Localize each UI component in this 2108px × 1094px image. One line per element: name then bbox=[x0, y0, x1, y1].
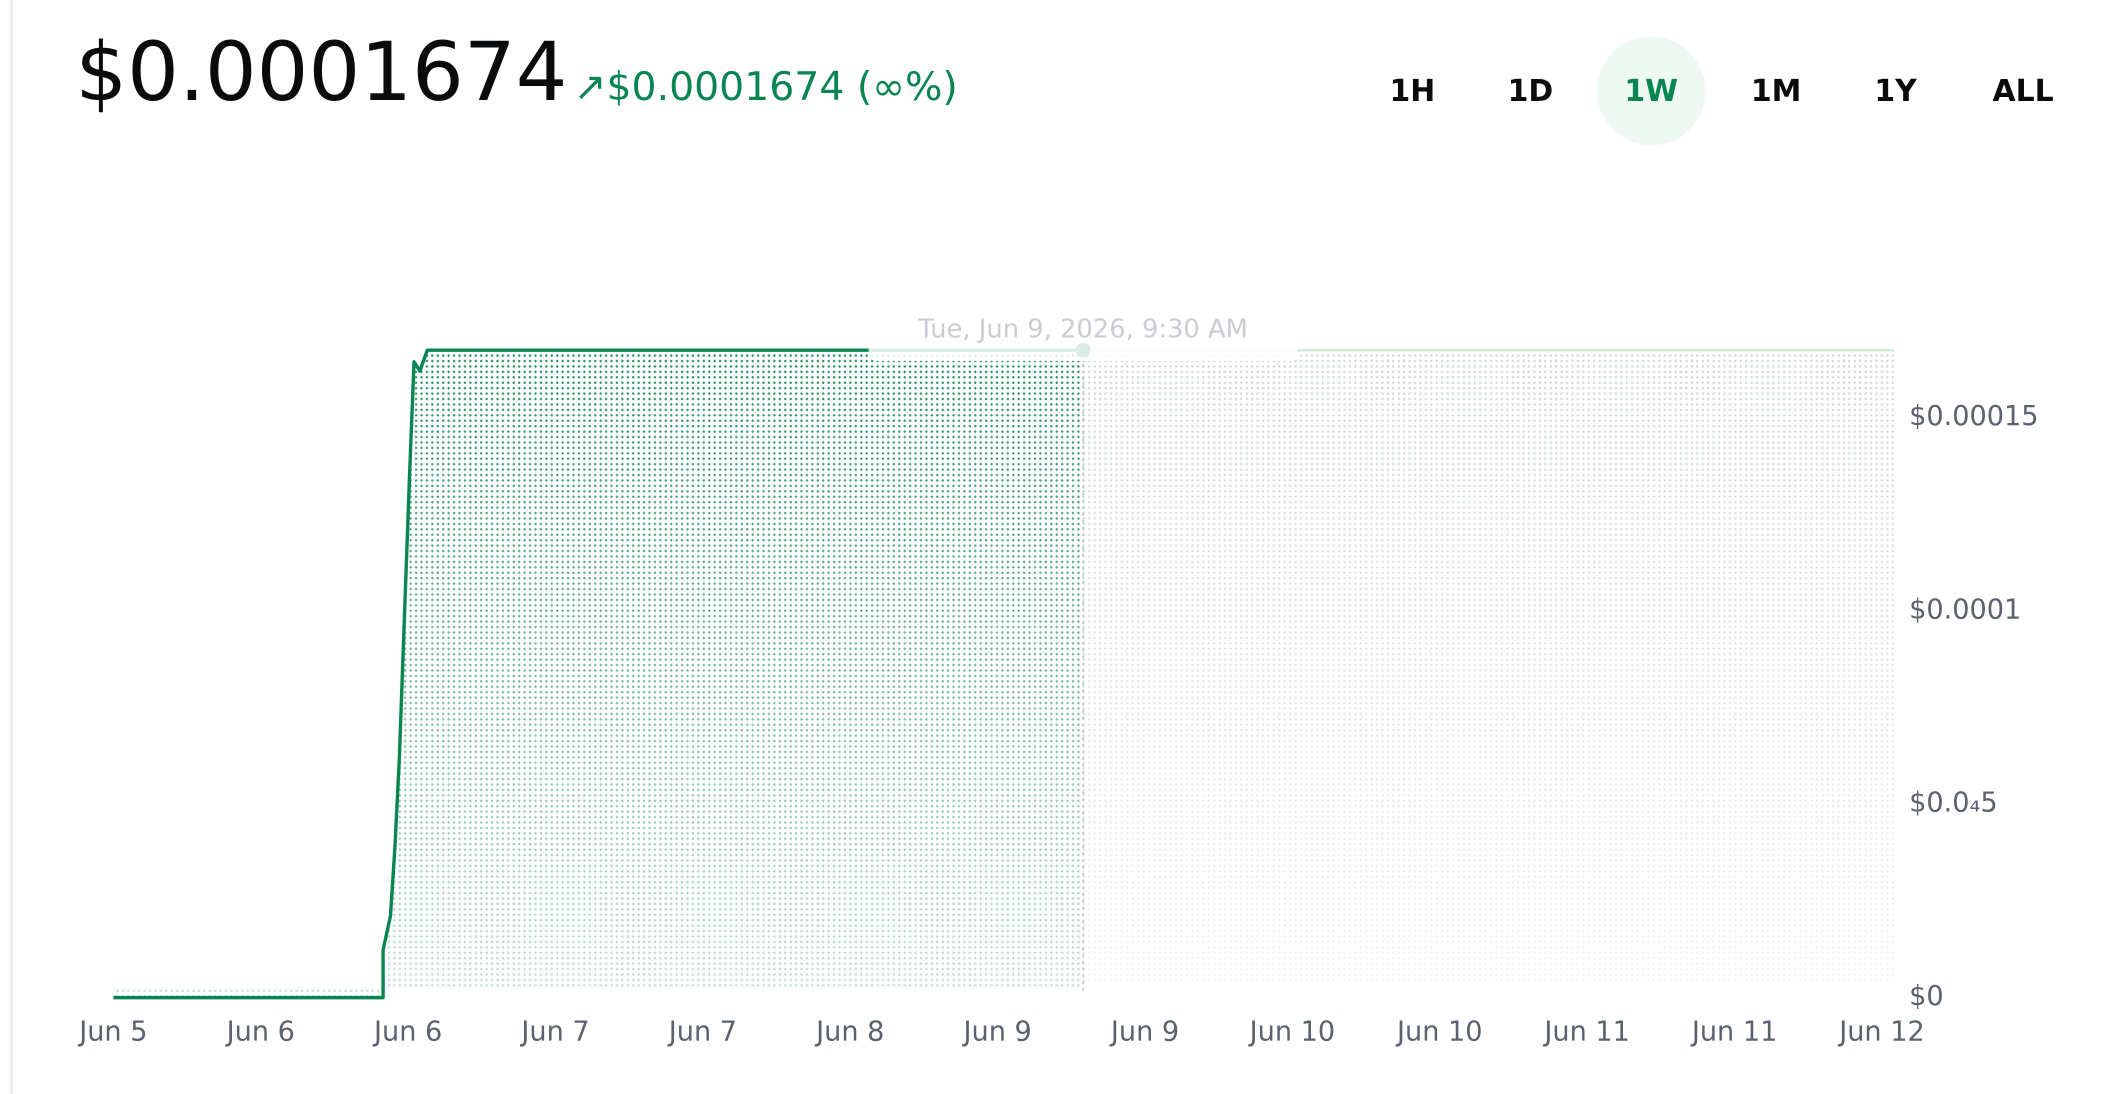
x-tick-label: Jun 7 bbox=[667, 1016, 737, 1047]
range-button[interactable]: 1W bbox=[1624, 74, 1678, 109]
price: $0.0001674 bbox=[75, 25, 567, 120]
x-tick-label: Jun 8 bbox=[814, 1016, 884, 1047]
range-button[interactable]: 1H bbox=[1389, 74, 1435, 109]
plot-area: $0 $0.0₄5 $0.0001 $0.00015 Jun 5 Jun 6 Jun 6 Ju… bbox=[77, 295, 2039, 1047]
x-tick-label: Jun 6 bbox=[372, 1016, 442, 1047]
x-tick-label: Jun 11 bbox=[1542, 1016, 1630, 1047]
x-tick-label: Jun 6 bbox=[225, 1016, 295, 1047]
range-active-bg bbox=[1596, 36, 1706, 146]
tooltip: Tue, Jun 9, 2026, 9:30 AM bbox=[917, 314, 1247, 344]
tooltip-box bbox=[868, 295, 1298, 362]
x-tick-label: Jun 10 bbox=[1395, 1016, 1483, 1047]
range-button[interactable]: ALL bbox=[1993, 74, 2054, 109]
range-selector: 1H 1D 1W 1M 1Y ALL bbox=[1389, 36, 2054, 146]
y-tick-label: $0 bbox=[1909, 981, 1944, 1012]
y-tick-label: $0.0001 bbox=[1909, 594, 2021, 625]
future-area bbox=[1083, 350, 1895, 985]
x-tick-label: Jun 9 bbox=[962, 1016, 1032, 1047]
x-tick-label: Jun 11 bbox=[1690, 1016, 1778, 1047]
range-button[interactable]: 1M bbox=[1751, 74, 1802, 109]
y-tick-label: $0.00015 bbox=[1909, 401, 2038, 432]
area bbox=[113, 350, 1084, 998]
x-tick-label: Jun 12 bbox=[1837, 1016, 1925, 1047]
x-tick-label: Jun 5 bbox=[77, 1016, 147, 1047]
x-tick-label: Jun 7 bbox=[519, 1016, 589, 1047]
price-change: ↗$0.0001674 (∞%) bbox=[574, 64, 958, 110]
x-tick-label: Jun 9 bbox=[1109, 1016, 1179, 1047]
range-button[interactable]: 1Y bbox=[1874, 74, 1917, 109]
x-tick-label: Jun 10 bbox=[1248, 1016, 1336, 1047]
price-line bbox=[113, 348, 1084, 1000]
range-button[interactable]: 1D bbox=[1508, 74, 1554, 109]
y-tick-label: $0.0₄5 bbox=[1909, 788, 1998, 819]
